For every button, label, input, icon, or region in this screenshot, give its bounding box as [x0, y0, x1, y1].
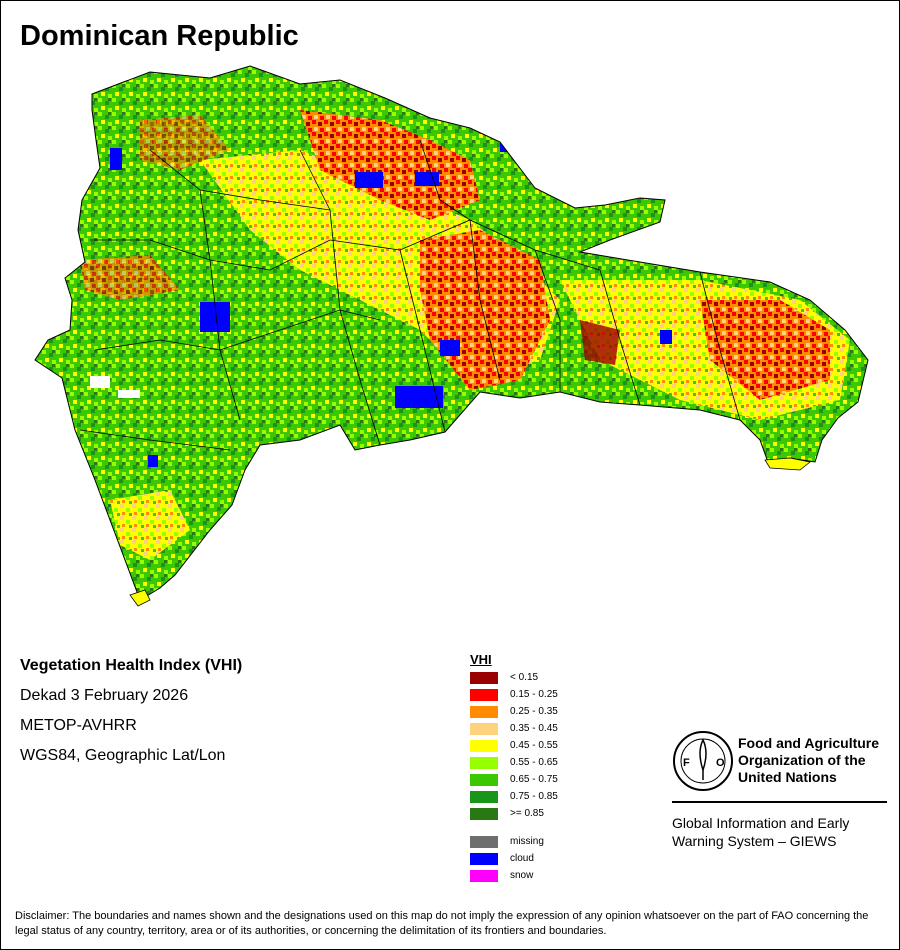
index-name: Vegetation Health Index (VHI)	[20, 657, 243, 674]
legend-title: VHI	[470, 652, 492, 667]
period: Dekad 3 February 2026	[20, 687, 189, 704]
legend-swatch	[470, 774, 498, 786]
fao-name-line: Organization of the	[738, 752, 866, 768]
legend-swatch	[470, 672, 498, 684]
vhi-raster	[35, 66, 868, 600]
legend: VHI < 0.15 0.15 - 0.25 0.25 - 0.35 0.35 …	[470, 652, 558, 882]
legend-swatch	[470, 853, 498, 865]
giews-name: Global Information and Early Warning Sys…	[672, 814, 882, 850]
legend-label: cloud	[510, 853, 534, 864]
province-boundaries	[34, 65, 869, 601]
vhi-map	[34, 65, 869, 607]
legend-swatch	[470, 757, 498, 769]
disclaimer: Disclaimer: The boundaries and names sho…	[15, 910, 869, 937]
fao-logo-letter-f: F	[683, 757, 690, 769]
legend-swatch	[470, 706, 498, 718]
map-title: Dominican Republic	[20, 20, 299, 52]
sensor: METOP-AVHRR	[20, 717, 137, 734]
giews-line: Global Information and Early	[672, 815, 850, 831]
legend-label: 0.15 - 0.25	[510, 689, 558, 700]
legend-swatch	[470, 836, 498, 848]
legend-label: 0.45 - 0.55	[510, 740, 558, 751]
saona-island	[764, 457, 811, 471]
legend-swatch	[470, 870, 498, 882]
projection: WGS84, Geographic Lat/Lon	[20, 747, 226, 764]
beata-island	[129, 589, 151, 607]
legend-label: 0.65 - 0.75	[510, 774, 558, 785]
legend-label: 0.35 - 0.45	[510, 723, 558, 734]
legend-label: missing	[510, 836, 544, 847]
legend-label: snow	[510, 870, 534, 881]
fao-name-line: Food and Agriculture	[738, 735, 880, 751]
legend-swatch	[470, 723, 498, 735]
legend-label: >= 0.85	[510, 808, 544, 819]
fao-name: Food and Agriculture Organization of the…	[738, 735, 898, 786]
divider	[672, 801, 887, 803]
fao-logo-icon: F O	[673, 731, 733, 791]
giews-line: Warning System – GIEWS	[672, 833, 837, 849]
map-info: Vegetation Health Index (VHI) Dekad 3 Fe…	[20, 656, 242, 776]
legend-swatch	[470, 740, 498, 752]
legend-label: 0.55 - 0.65	[510, 757, 558, 768]
legend-swatch	[470, 791, 498, 803]
legend-label: 0.75 - 0.85	[510, 791, 558, 802]
legend-label: < 0.15	[510, 672, 539, 683]
fao-name-line: United Nations	[738, 769, 837, 785]
legend-swatch	[470, 808, 498, 820]
legend-swatch	[470, 689, 498, 701]
fao-logo-letter-o: O	[716, 757, 725, 769]
legend-label: 0.25 - 0.35	[510, 706, 558, 717]
